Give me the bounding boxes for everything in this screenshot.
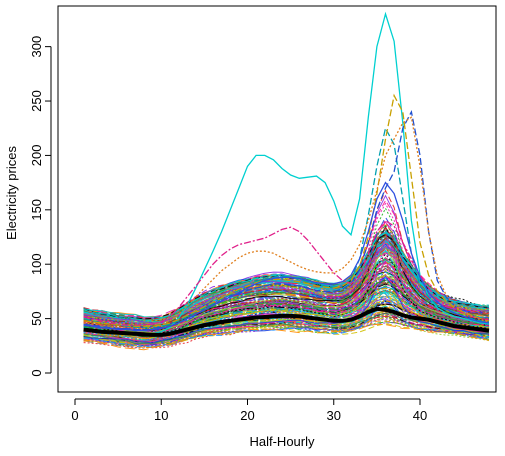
y-tick-label: 300: [29, 36, 44, 58]
series-line-dot-orange: [83, 116, 490, 330]
axes-layer: 0 10 20 30 40 0 50 100 150 200 250 300: [29, 5, 497, 423]
plot-frame: [57, 5, 497, 393]
series-line-dash-peak-3: [83, 93, 490, 327]
series-line: [83, 296, 490, 342]
series-line: [83, 226, 490, 329]
series-line: [83, 289, 490, 343]
series-line: [83, 239, 490, 327]
series-line: [83, 261, 490, 329]
series-line: [83, 251, 490, 327]
series-line: [83, 241, 490, 323]
y-axis-label: Electricity prices: [4, 146, 19, 240]
x-tick-label: 10: [154, 408, 168, 423]
series-line: [83, 316, 490, 348]
series-line: [83, 292, 490, 348]
series-line: [83, 267, 490, 332]
y-tick-label: 150: [29, 199, 44, 221]
series-line: [83, 280, 490, 338]
x-tick-label: 30: [327, 408, 341, 423]
series-line-dash-pink: [83, 219, 490, 326]
y-tick-label: 50: [29, 311, 44, 325]
x-tick-label: 20: [240, 408, 254, 423]
series-line: [83, 230, 490, 322]
series-line: [83, 296, 490, 340]
y-tick-label: 200: [29, 145, 44, 167]
series-line: [83, 258, 490, 330]
series-line: [83, 240, 490, 324]
series-line: [83, 237, 490, 327]
x-tick-label: 40: [413, 408, 427, 423]
mean-series-line: [83, 306, 490, 337]
series-group: [83, 11, 490, 351]
series-line: [83, 322, 490, 347]
x-tick-label: 0: [71, 408, 78, 423]
y-tick-label: 100: [29, 253, 44, 275]
series-line-solid-blue: [83, 181, 490, 332]
y-axis-label-group: Electricity prices: [4, 146, 19, 240]
series-line: [83, 292, 490, 340]
series-line-dash-peak-2: [83, 109, 490, 331]
x-axis-label: Half-Hourly: [249, 434, 315, 449]
series-line: [83, 277, 490, 332]
series-line: [83, 323, 490, 351]
y-tick-label: 0: [29, 369, 44, 376]
series-line: [83, 275, 490, 344]
plot-layer: [83, 11, 490, 351]
y-tick-label: 250: [29, 90, 44, 112]
series-line: [83, 286, 490, 338]
